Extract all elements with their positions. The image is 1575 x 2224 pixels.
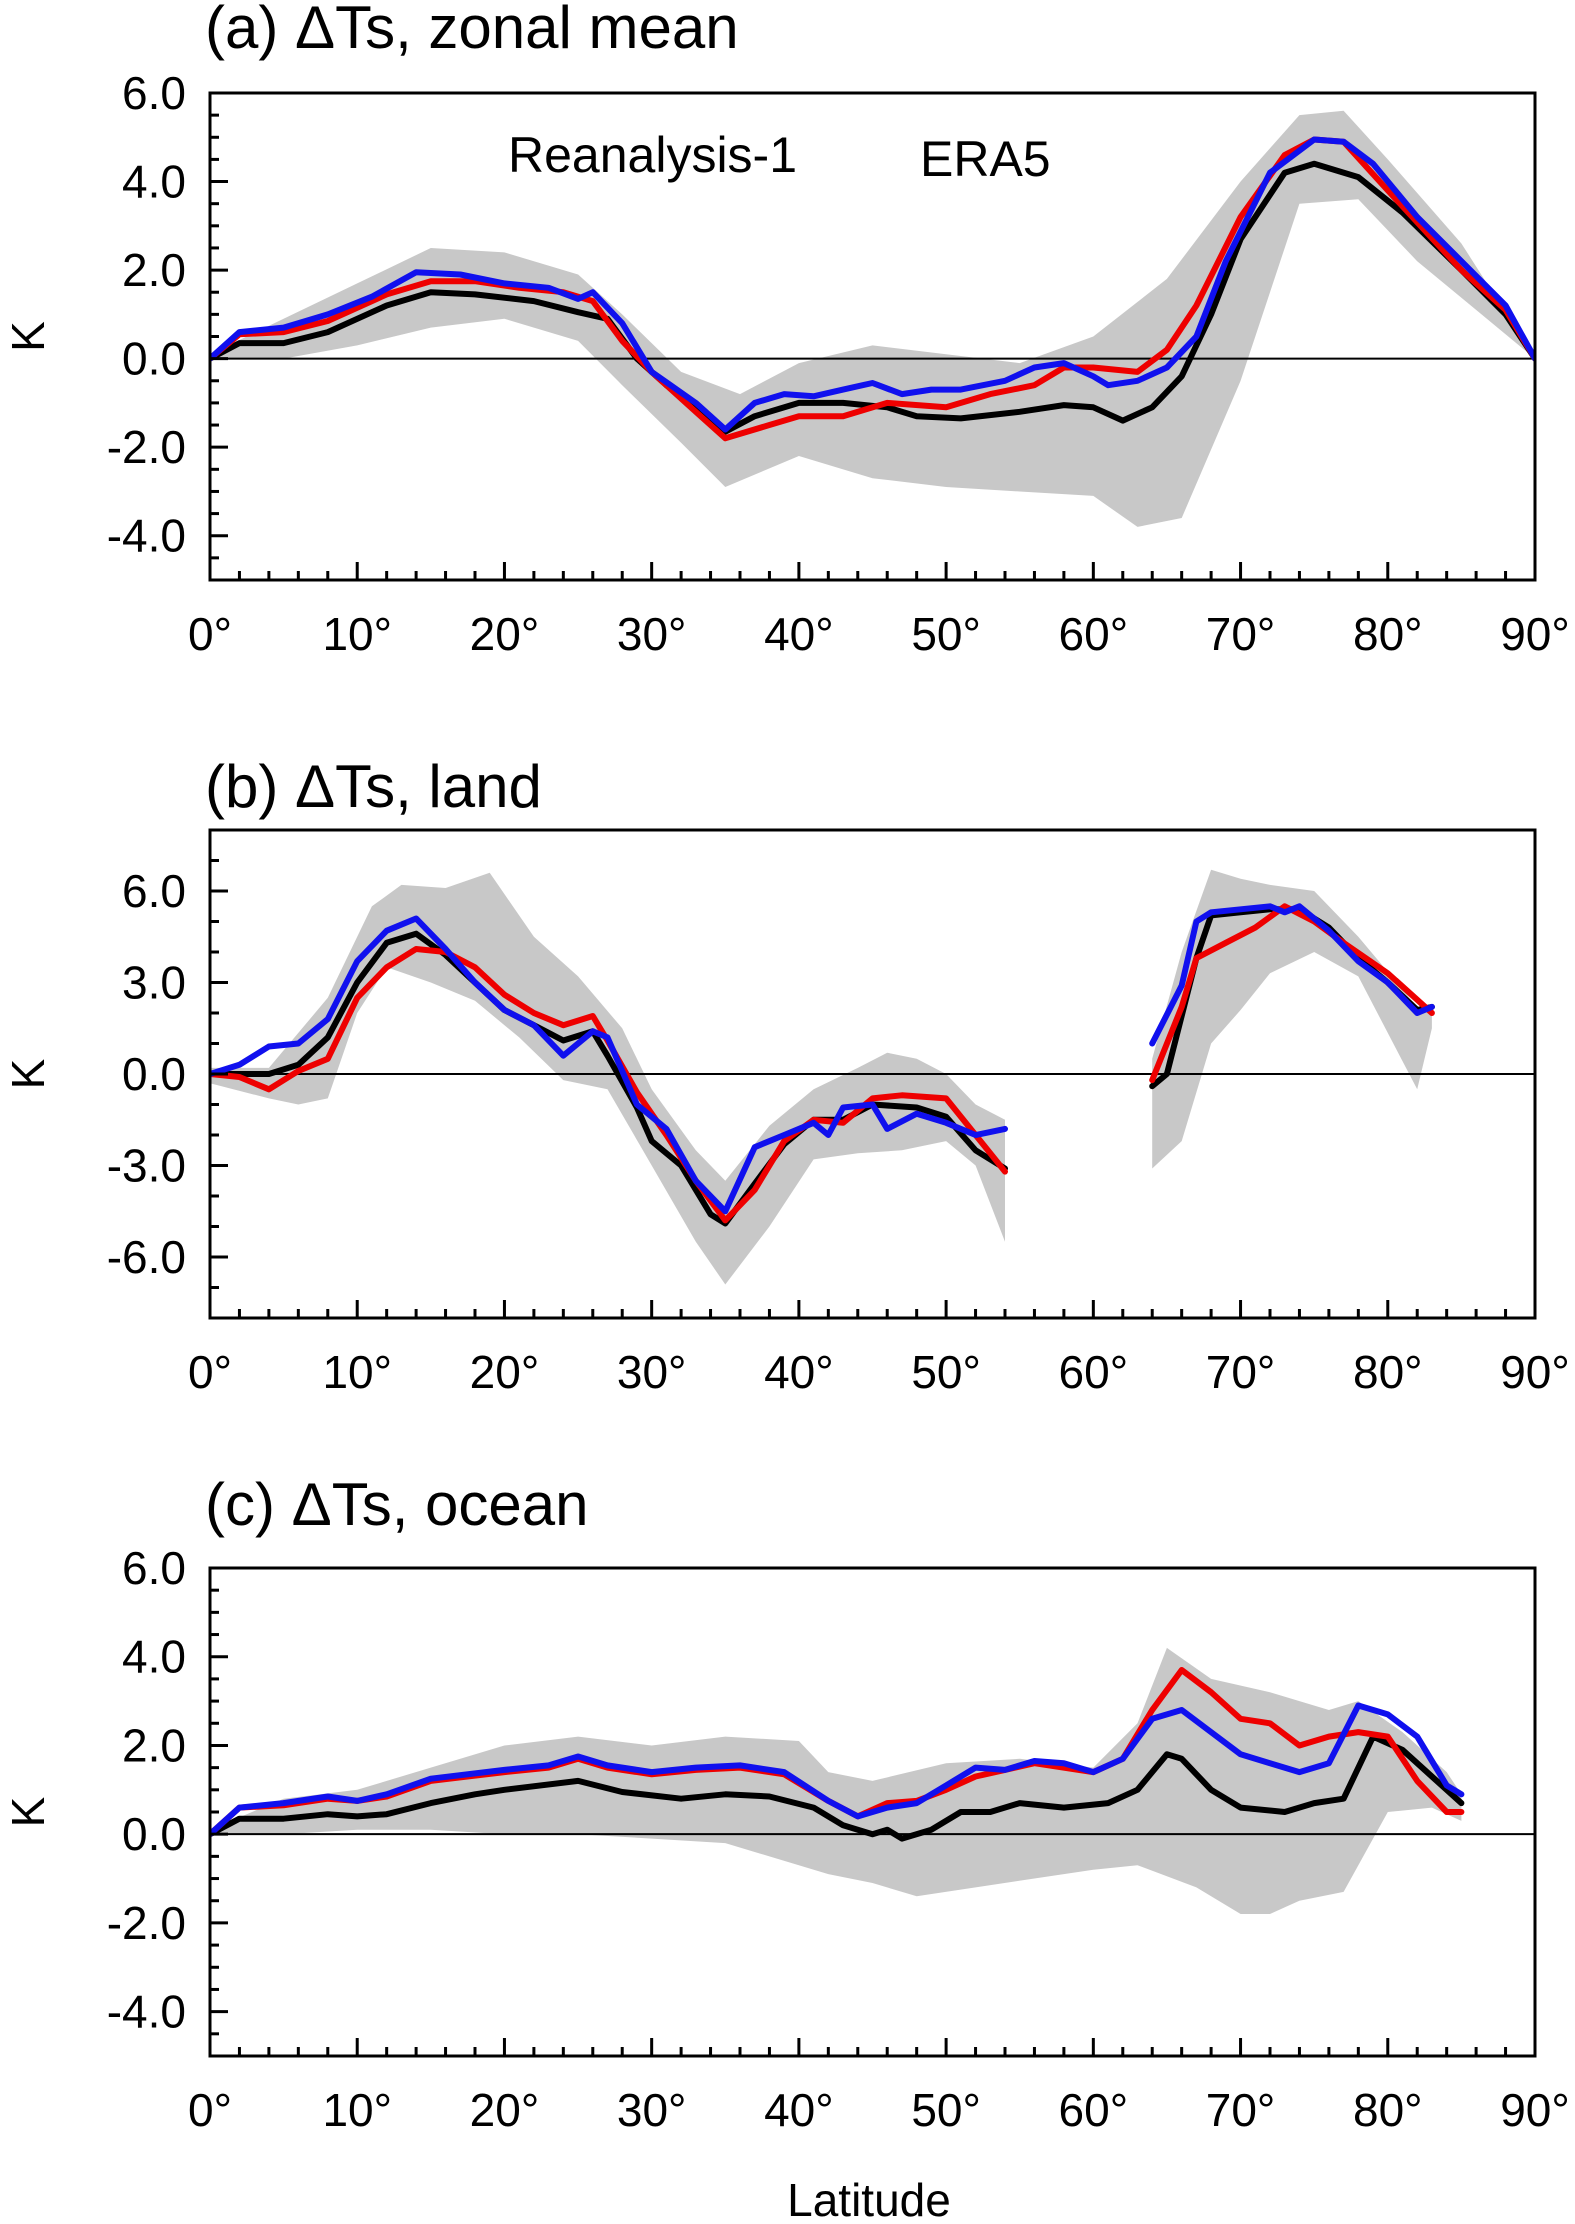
spread-band-0	[210, 110, 1535, 527]
y-axis-label: K	[2, 1796, 54, 1827]
y-axis-label: K	[2, 321, 54, 352]
y-tick-label: 6.0	[122, 1542, 186, 1594]
y-tick-label: 0.0	[122, 333, 186, 385]
y-tick-label: 6.0	[122, 67, 186, 119]
spread-band-0	[210, 1647, 1462, 1914]
x-tick-label: 50°	[911, 1346, 981, 1398]
x-tick-label: 30°	[617, 2084, 687, 2136]
legend-era5: ERA5	[920, 131, 1051, 187]
series-line-reanalysis-1-0	[210, 946, 1008, 1224]
x-tick-label: 40°	[764, 2084, 834, 2136]
x-tick-label: 10°	[322, 2084, 392, 2136]
x-tick-label: 10°	[322, 608, 392, 660]
x-tick-label: 0°	[188, 2084, 232, 2136]
x-tick-label: 50°	[911, 608, 981, 660]
y-tick-label: 6.0	[122, 865, 186, 917]
x-tick-label: 20°	[470, 2084, 540, 2136]
series-line-era5-0	[210, 136, 1535, 433]
x-tick-label: 70°	[1206, 608, 1276, 660]
series-line-black-0	[210, 1733, 1465, 1842]
panel-title: (b) ΔTs, land	[205, 753, 542, 820]
panel-b-land: 6.0 3.0 0.0 -3.0 -6.0 0° 10° 20° 30° 40° 50° 60° 70°…	[2, 753, 1570, 1398]
spread-band-1	[1152, 869, 1432, 1169]
x-tick-label: 90°	[1500, 608, 1570, 660]
x-tick-label: 20°	[470, 608, 540, 660]
x-tick-label: 20°	[470, 1346, 540, 1398]
panel-title: (a) ΔTs, zonal mean	[205, 0, 739, 61]
x-axis-label: Latitude	[787, 2174, 951, 2224]
x-tick-label: 90°	[1500, 2084, 1570, 2136]
x-tick-label: 10°	[322, 1346, 392, 1398]
x-tick-label: 0°	[188, 608, 232, 660]
y-tick-label: 2.0	[122, 1719, 186, 1771]
y-tick-label: -4.0	[107, 1986, 186, 2038]
series-line-black-0	[210, 160, 1535, 435]
x-tick-label: 60°	[1059, 1346, 1129, 1398]
panel-title: (c) ΔTs, ocean	[205, 1471, 589, 1538]
x-tick-label: 30°	[617, 608, 687, 660]
x-tick-label: 30°	[617, 1346, 687, 1398]
x-tick-label: 0°	[188, 1346, 232, 1398]
y-tick-label: -2.0	[107, 1897, 186, 1949]
y-tick-label: 0.0	[122, 1048, 186, 1100]
y-tick-label: -4.0	[107, 510, 186, 562]
x-tick-label: 80°	[1353, 1346, 1423, 1398]
x-tick-label: 70°	[1206, 2084, 1276, 2136]
x-tick-label: 80°	[1353, 608, 1423, 660]
series-line-era5-0	[210, 915, 1008, 1215]
panel-a-zonal-mean: 6.0 4.0 2.0 0.0 -2.0 -4.00° 10° 20° 30° 40° 50° 60°…	[2, 0, 1570, 660]
panel-c-ocean: 6.0 4.0 2.0 0.0 -2.0 -4.00° 10° 20° 30° 40° 50° 60°…	[2, 1471, 1570, 2136]
series-line-era5-0	[210, 1702, 1465, 1838]
x-tick-label: 80°	[1353, 2084, 1423, 2136]
y-axis-label: K	[2, 1058, 54, 1089]
x-tick-label: 40°	[764, 1346, 834, 1398]
spread-band-0	[210, 872, 1005, 1285]
x-tick-label: 70°	[1206, 1346, 1276, 1398]
y-tick-label: -6.0	[107, 1231, 186, 1283]
y-tick-label: 0.0	[122, 1808, 186, 1860]
y-tick-label: -2.0	[107, 421, 186, 473]
series-line-reanalysis-1-1	[1149, 903, 1435, 1084]
y-tick-label: 4.0	[122, 156, 186, 208]
y-tick-label: -3.0	[107, 1140, 186, 1192]
legend-reanalysis-1: Reanalysis-1	[508, 127, 797, 183]
y-tick-label: 3.0	[122, 957, 186, 1009]
x-tick-label: 60°	[1059, 608, 1129, 660]
series-line-era5-1	[1149, 903, 1435, 1047]
y-tick-label: 2.0	[122, 244, 186, 296]
x-tick-label: 90°	[1500, 1346, 1570, 1398]
x-tick-label: 60°	[1059, 2084, 1129, 2136]
y-tick-label: 4.0	[122, 1631, 186, 1683]
x-tick-label: 50°	[911, 2084, 981, 2136]
x-tick-label: 40°	[764, 608, 834, 660]
